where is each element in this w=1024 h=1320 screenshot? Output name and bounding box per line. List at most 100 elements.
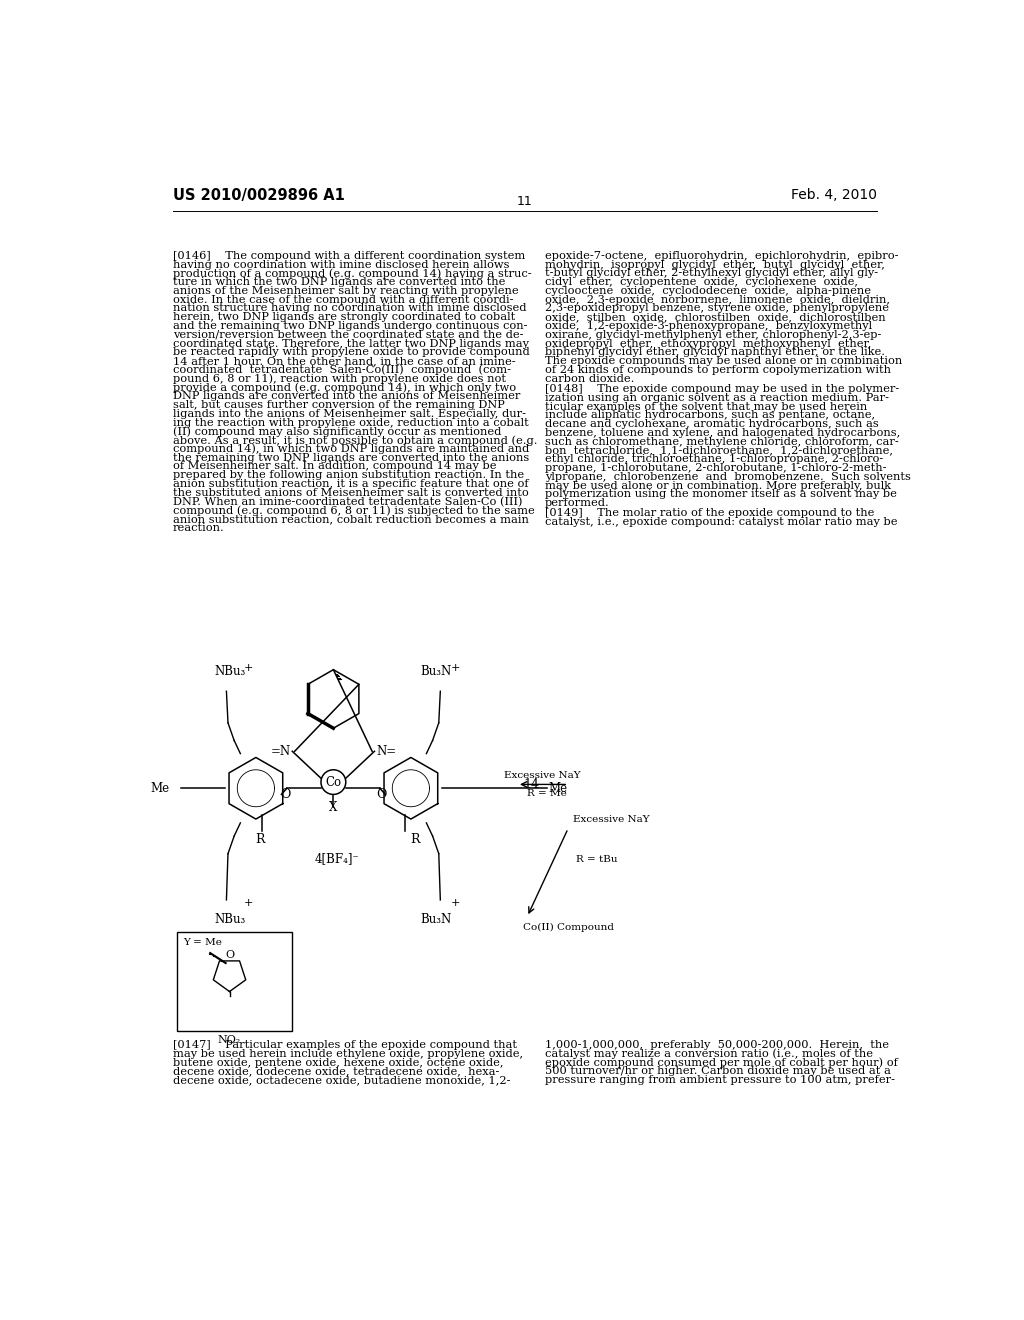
Text: may be used alone or in combination. More preferably, bulk: may be used alone or in combination. Mor… [545,480,891,491]
Text: R: R [410,833,420,846]
Text: and the remaining two DNP ligands undergo continuous con-: and the remaining two DNP ligands underg… [173,321,527,331]
Text: having no coordination with imine disclosed herein allows: having no coordination with imine disclo… [173,260,510,269]
Text: the remaining two DNP ligands are converted into the anions: the remaining two DNP ligands are conver… [173,453,529,463]
Text: reaction.: reaction. [173,523,224,533]
Text: bon  tetrachloride,  1,1-dichloroethane,  1,2-dichloroethane,: bon tetrachloride, 1,1-dichloroethane, 1… [545,445,893,455]
Text: anion substitution reaction, it is a specific feature that one of: anion substitution reaction, it is a spe… [173,479,528,488]
Text: be reacted rapidly with propylene oxide to provide compound: be reacted rapidly with propylene oxide … [173,347,529,358]
Text: production of a compound (e.g. compound 14) having a struc-: production of a compound (e.g. compound … [173,268,531,279]
Text: 14: 14 [523,777,540,791]
Text: polymerization using the monomer itself as a solvent may be: polymerization using the monomer itself … [545,490,897,499]
Text: cyclooctene  oxide,  cyclododecene  oxide,  alpha-pinene: cyclooctene oxide, cyclododecene oxide, … [545,286,871,296]
Text: coordinated state. Therefore, the latter two DNP ligands may: coordinated state. Therefore, the latter… [173,339,529,348]
Text: decene oxide, octadecene oxide, butadiene monoxide, 1,2-: decene oxide, octadecene oxide, butadien… [173,1076,510,1085]
Text: 500 turnover/hr or higher. Carbon dioxide may be used at a: 500 turnover/hr or higher. Carbon dioxid… [545,1067,891,1076]
Text: performed.: performed. [545,498,609,508]
Text: DNP. When an imine-coordinated tetradentate Salen-Co (III): DNP. When an imine-coordinated tetradent… [173,496,522,507]
Text: oxide,  stilben  oxide,  chlorostilben  oxide,  dichlorostilben: oxide, stilben oxide, chlorostilben oxid… [545,313,886,322]
Text: cidyl  ether,  cyclopentene  oxide,  cyclohexene  oxide,: cidyl ether, cyclopentene oxide, cyclohe… [545,277,858,288]
Text: of Meisenheimer salt. In addition, compound 14 may be: of Meisenheimer salt. In addition, compo… [173,462,497,471]
Text: propane, 1-chlorobutane, 2-chlorobutane, 1-chloro-2-meth-: propane, 1-chlorobutane, 2-chlorobutane,… [545,463,887,473]
Text: decane and cyclohexane, aromatic hydrocarbons, such as: decane and cyclohexane, aromatic hydroca… [545,420,879,429]
Text: US 2010/0029896 A1: US 2010/0029896 A1 [173,187,345,203]
Text: ligands into the anions of Meisenheimer salt. Especially, dur-: ligands into the anions of Meisenheimer … [173,409,526,418]
Text: R = Me: R = Me [526,789,566,799]
Text: 11: 11 [517,195,532,209]
Text: Excessive NaY: Excessive NaY [572,816,649,825]
Text: provide a compound (e.g. compound 14), in which only two: provide a compound (e.g. compound 14), i… [173,383,516,393]
Text: NBu₃: NBu₃ [215,665,246,678]
Text: [0148]    The epoxide compound may be used in the polymer-: [0148] The epoxide compound may be used … [545,384,899,393]
Text: Y = Me: Y = Me [183,939,222,948]
Text: butene oxide, pentene oxide, hexene oxide, octene oxide,: butene oxide, pentene oxide, hexene oxid… [173,1057,504,1068]
Text: above. As a result, it is not possible to obtain a compound (e.g.: above. As a result, it is not possible t… [173,436,538,446]
Text: Me: Me [150,781,169,795]
Text: 14 after 1 hour. On the other hand, in the case of an imine-: 14 after 1 hour. On the other hand, in t… [173,356,515,366]
Text: X: X [329,801,338,814]
Text: version/reversion between the coordinated state and the de-: version/reversion between the coordinate… [173,330,523,339]
Text: ethyl chloride, trichloroethane, 1-chloropropane, 2-chloro-: ethyl chloride, trichloroethane, 1-chlor… [545,454,883,465]
Text: coordinated  tetradentate  Salen-Co(III)  compound  (com-: coordinated tetradentate Salen-Co(III) c… [173,364,511,375]
Text: 1,000-1,000,000,  preferably  50,000-200,000.  Herein,  the: 1,000-1,000,000, preferably 50,000-200,0… [545,1040,889,1049]
Text: herein, two DNP ligands are strongly coordinated to cobalt: herein, two DNP ligands are strongly coo… [173,313,515,322]
Text: decene oxide, dodecene oxide, tetradecene oxide,  hexa-: decene oxide, dodecene oxide, tetradecen… [173,1067,500,1076]
Text: compound (e.g. compound 6, 8 or 11) is subjected to the same: compound (e.g. compound 6, 8 or 11) is s… [173,506,535,516]
Text: DNP ligands are converted into the anions of Meisenheimer: DNP ligands are converted into the anion… [173,391,520,401]
Text: +: + [452,898,461,908]
Text: [0149]    The molar ratio of the epoxide compound to the: [0149] The molar ratio of the epoxide co… [545,508,874,519]
Circle shape [321,770,346,795]
Text: The epoxide compounds may be used alone or in combination: The epoxide compounds may be used alone … [545,356,902,366]
Text: [0146]    The compound with a different coordination system: [0146] The compound with a different coo… [173,251,525,261]
Text: N=: N= [376,744,396,758]
Text: oxirane, glycidyl-methylphenyl ether, chlorophenyl-2,3-ep-: oxirane, glycidyl-methylphenyl ether, ch… [545,330,882,339]
Text: +: + [244,663,253,673]
Text: ture in which the two DNP ligands are converted into the: ture in which the two DNP ligands are co… [173,277,505,288]
Text: of 24 kinds of compounds to perform copolymerization with: of 24 kinds of compounds to perform copo… [545,364,891,375]
Text: carbon dioxide.: carbon dioxide. [545,374,634,384]
Text: oxide. In the case of the compound with a different coordi-: oxide. In the case of the compound with … [173,294,513,305]
Text: compound 14), in which two DNP ligands are maintained and: compound 14), in which two DNP ligands a… [173,444,529,454]
Text: nation structure having no coordination with imine disclosed: nation structure having no coordination … [173,304,526,313]
Text: (II) compound may also significantly occur as mentioned: (II) compound may also significantly occ… [173,426,502,437]
Text: ing the reaction with propylene oxide, reduction into a cobalt: ing the reaction with propylene oxide, r… [173,417,528,428]
Text: epoxide-7-octene,  epifluorohydrin,  epichlorohydrin,  epibro-: epoxide-7-octene, epifluorohydrin, epich… [545,251,898,261]
Text: ticular examples of the solvent that may be used herein: ticular examples of the solvent that may… [545,401,867,412]
Text: prepared by the following anion substitution reaction. In the: prepared by the following anion substitu… [173,470,524,480]
Text: NBu₃: NBu₃ [215,913,246,927]
Text: +: + [452,663,461,673]
Text: such as chloromethane, methylene chloride, chloroform, car-: such as chloromethane, methylene chlorid… [545,437,899,446]
Bar [177,932,292,1031]
Text: ization using an organic solvent as a reaction medium. Par-: ization using an organic solvent as a re… [545,393,889,403]
Text: salt, but causes further conversion of the remaining DNP: salt, but causes further conversion of t… [173,400,505,411]
Text: oxide,  2,3-epoxide  norbornene,  limonene  oxide,  dieldrin,: oxide, 2,3-epoxide norbornene, limonene … [545,294,890,305]
Text: =N: =N [270,744,291,758]
Text: Bu₃N: Bu₃N [421,665,452,678]
Text: O: O [376,788,387,801]
Text: ylpropane,  chlorobenzene  and  bromobenzene.  Such solvents: ylpropane, chlorobenzene and bromobenzen… [545,471,910,482]
Text: include aliphatic hydrocarbons, such as pentane, octane,: include aliphatic hydrocarbons, such as … [545,411,876,420]
Text: may be used herein include ethylene oxide, propylene oxide,: may be used herein include ethylene oxid… [173,1049,523,1059]
Text: pound 6, 8 or 11), reaction with propylene oxide does not: pound 6, 8 or 11), reaction with propyle… [173,374,506,384]
Text: Co: Co [326,776,341,788]
Text: O: O [281,788,291,801]
Text: benzene, toluene and xylene, and halogenated hydrocarbons,: benzene, toluene and xylene, and halogen… [545,428,900,438]
Text: oxidepropyl  ether,  ethoxypropyl  methoxyphenyl  ether,: oxidepropyl ether, ethoxypropyl methoxyp… [545,339,871,348]
Text: O: O [225,949,234,960]
Text: epoxide compound consumed per mole of cobalt per hour) of: epoxide compound consumed per mole of co… [545,1057,898,1068]
Text: catalyst may realize a conversion ratio (i.e., moles of the: catalyst may realize a conversion ratio … [545,1049,872,1060]
Text: Excessive NaY: Excessive NaY [504,771,581,780]
Text: R: R [255,833,264,846]
Text: Bu₃N: Bu₃N [421,913,452,927]
Text: t-butyl glycidyl ether, 2-ethylhexyl glycidyl ether, allyl gly-: t-butyl glycidyl ether, 2-ethylhexyl gly… [545,268,878,279]
Text: Co(II) Compound: Co(II) Compound [523,923,614,932]
Text: the substituted anions of Meisenheimer salt is converted into: the substituted anions of Meisenheimer s… [173,488,528,498]
Text: Me: Me [549,781,568,795]
Text: anions of the Meisenheimer salt by reacting with propylene: anions of the Meisenheimer salt by react… [173,286,518,296]
Text: +: + [244,898,253,908]
Text: pressure ranging from ambient pressure to 100 atm, prefer-: pressure ranging from ambient pressure t… [545,1076,895,1085]
Text: R = tBu: R = tBu [575,854,617,863]
Text: anion substitution reaction, cobalt reduction becomes a main: anion substitution reaction, cobalt redu… [173,513,528,524]
Text: oxide,  1,2-epoxide-3-phenoxypropane,  benzyloxymethyl: oxide, 1,2-epoxide-3-phenoxypropane, ben… [545,321,872,331]
Text: NO₂: NO₂ [218,1035,241,1044]
Text: [0147]    Particular examples of the epoxide compound that: [0147] Particular examples of the epoxid… [173,1040,517,1049]
